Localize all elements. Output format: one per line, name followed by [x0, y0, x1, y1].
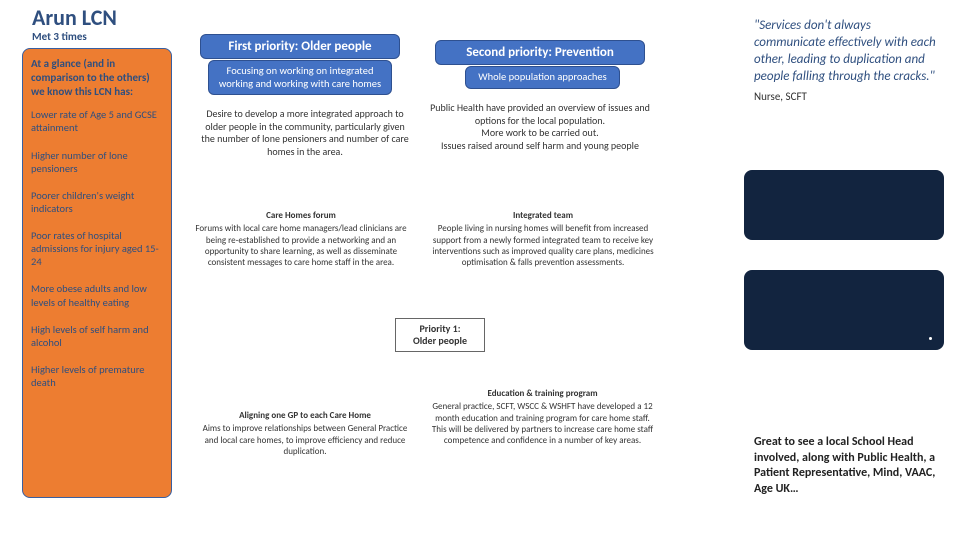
edu-head: Education & training program — [430, 388, 655, 399]
quote-attrib: Nurse, SCFT — [754, 90, 944, 104]
priority1-desire: Desire to develop a more integrated appr… — [200, 108, 410, 158]
gp-body: Aims to improve relationships between Ge… — [203, 423, 408, 457]
sidebar-item: Lower rate of Age 5 and GCSE attainment — [31, 108, 163, 134]
priority-center-box: Priority 1: Older people — [395, 318, 485, 352]
sidebar-item: Poorer children's weight indicators — [31, 189, 163, 215]
priority1-sub: Focusing on working on integrated workin… — [208, 60, 392, 95]
quote-text: "Services don't always communicate effec… — [754, 18, 936, 84]
page-subtitle: Met 3 times — [32, 30, 87, 43]
gp-head: Aligning one GP to each Care Home — [200, 410, 410, 421]
praise-text: Great to see a local School Head involve… — [754, 435, 944, 497]
sidebar-item: Higher number of lone pensioners — [31, 149, 163, 175]
sidebar-item: High levels of self harm and alcohol — [31, 323, 163, 349]
priority2-overview: Public Health have provided an overview … — [430, 102, 650, 152]
carehomes-body: Forums with local care home managers/lea… — [195, 223, 406, 268]
quote-block: "Services don't always communicate effec… — [754, 18, 944, 104]
priority2-sub: Whole population approaches — [465, 66, 620, 89]
team-head: Integrated team — [428, 210, 658, 221]
priority1-header: First priority: Older people — [200, 34, 400, 59]
team-body: People living in nursing homes will bene… — [432, 223, 653, 268]
sidebar-item: Poor rates of hospital admissions for in… — [31, 229, 163, 268]
sidebar-item: More obese adults and low levels of heal… — [31, 282, 163, 308]
dot-icon — [929, 337, 932, 340]
sidebar: At a glance (and in comparison to the ot… — [22, 48, 172, 498]
center-line2: Older people — [404, 335, 476, 347]
sidebar-item: Higher levels of premature death — [31, 363, 163, 389]
priority2-header: Second priority: Prevention — [435, 40, 645, 65]
edu-body: General practice, SCFT, WSCC & WSHFT hav… — [432, 401, 653, 446]
dark-box-1 — [744, 170, 944, 240]
dark-box-2 — [744, 270, 944, 350]
sidebar-intro: At a glance (and in comparison to the ot… — [31, 57, 163, 98]
carehomes-head: Care Homes forum — [186, 210, 416, 221]
page-title: Arun LCN — [32, 4, 117, 31]
